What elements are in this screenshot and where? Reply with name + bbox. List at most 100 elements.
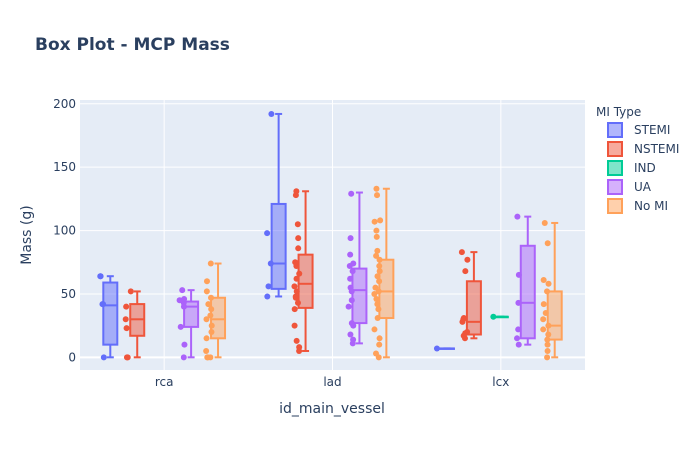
box-iqr [270,202,287,290]
data-point [348,320,355,327]
box-no-mi-rca [203,260,227,361]
data-point [462,268,469,275]
data-point [372,350,379,357]
y-tick-label: 150 [53,160,76,174]
data-point [371,290,378,297]
data-point [296,344,303,351]
data-point [127,288,134,295]
data-point [207,260,214,267]
data-point [490,313,497,320]
box-iqr [102,281,119,346]
data-point [371,326,378,333]
box-iqr [519,244,536,340]
data-point [376,335,383,342]
data-point [291,306,298,313]
data-point [540,277,547,283]
data-point [348,297,355,304]
data-point [268,110,275,117]
data-point [122,316,129,323]
data-point [374,315,381,322]
y-tick-label: 0 [68,350,76,364]
data-point [265,283,272,290]
data-point [464,256,471,263]
data-point [515,326,522,333]
legend-item-nstemi[interactable]: NSTEMI [607,141,679,157]
data-point [375,306,382,313]
box-iqr [465,280,482,336]
chart-title: Box Plot - MCP Mass [35,35,230,55]
data-point [373,227,380,234]
data-point [203,278,210,285]
legend-swatch [607,141,623,157]
data-point [177,323,184,330]
data-point [514,213,521,220]
data-point [203,288,210,295]
data-point [124,354,131,361]
data-point [515,341,522,348]
box-iqr [351,267,368,325]
data-point [207,312,214,319]
data-point [514,335,521,342]
box-nstemi-lad [291,188,314,354]
data-point [376,263,383,270]
x-tick-label: lad [323,375,341,389]
x-tick-label: rca [155,375,174,389]
data-point [544,240,551,247]
data-point [545,322,552,329]
legend-item-ua[interactable]: UA [607,179,652,195]
legend-item-ind[interactable]: IND [607,160,656,176]
box-nstemi-lcx [458,249,482,342]
data-point [293,188,300,195]
data-point [264,230,271,237]
data-point [376,268,383,275]
data-point [203,335,210,342]
data-point [515,271,522,278]
data-point [292,259,299,266]
data-point [376,278,383,285]
data-point [373,296,380,303]
legend-label: NSTEMI [634,142,679,156]
data-point [350,336,357,343]
box-iqr [378,258,395,320]
data-point [181,341,188,348]
data-point [372,284,379,291]
data-point [371,218,378,225]
data-point [541,219,548,226]
data-point [123,303,130,310]
legend-swatch [607,179,623,195]
box-ind-lcx [490,313,509,320]
box-stemi-lad [264,110,287,300]
data-point [345,303,352,310]
data-point [350,260,357,267]
data-point [100,301,107,308]
data-point [179,287,186,294]
data-point [348,190,355,197]
data-point [458,249,465,256]
data-point [460,315,467,322]
data-point [293,275,300,282]
legend-label: No MI [634,199,668,213]
data-point [433,345,440,352]
data-point [374,247,381,254]
data-point [540,301,547,308]
data-point [293,337,300,344]
box-nstemi-rca [122,288,146,361]
data-point [296,270,303,277]
data-point [374,192,381,199]
legend-item-stemi[interactable]: STEMI [607,122,670,138]
legend-item-no-mi[interactable]: No MI [607,198,668,214]
y-tick-label: 200 [53,97,76,111]
data-point [347,251,354,258]
data-point [464,328,471,335]
data-point [544,336,551,343]
data-point [515,299,522,306]
data-point [203,347,210,354]
data-point [205,301,212,308]
y-axis-title: Mass (g) [19,205,35,265]
data-point [267,260,274,267]
data-point [100,354,107,361]
data-point [373,233,380,240]
data-point [373,185,380,192]
data-point [208,306,215,313]
data-point [544,341,551,348]
